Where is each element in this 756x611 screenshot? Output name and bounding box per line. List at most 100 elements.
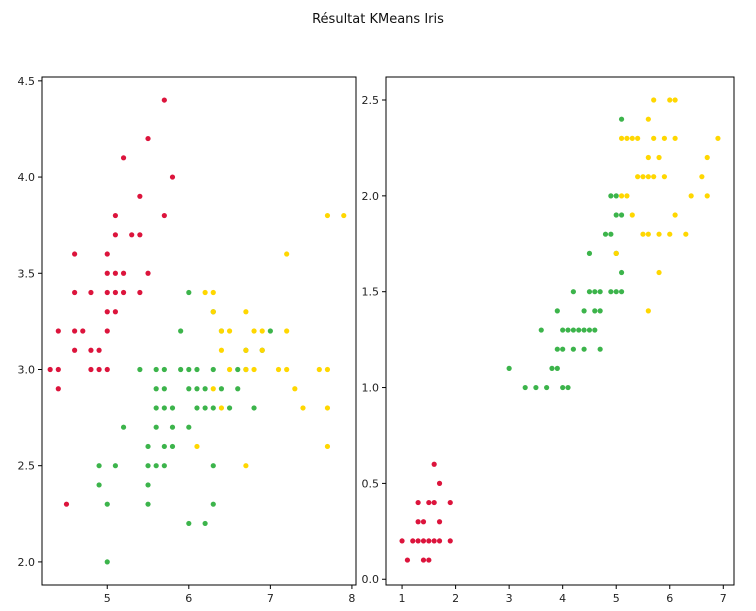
data-point (399, 538, 405, 544)
data-point (704, 154, 710, 161)
data-point (210, 501, 216, 507)
data-point (243, 463, 249, 469)
x-tick-label: 2 (452, 592, 459, 605)
data-point (55, 386, 61, 392)
data-point (202, 520, 208, 527)
data-point (96, 366, 102, 373)
data-point (324, 212, 331, 219)
data-point (554, 308, 560, 314)
data-point (88, 366, 94, 373)
x-tick-label: 3 (506, 592, 513, 605)
data-point (565, 384, 571, 391)
data-point (592, 308, 598, 314)
data-point (72, 328, 78, 334)
data-point (597, 346, 603, 352)
data-point (178, 328, 184, 334)
data-point (96, 482, 102, 488)
data-point (570, 346, 576, 352)
data-point (153, 424, 159, 430)
data-point (137, 366, 143, 373)
y-tick-label: 3.0 (18, 363, 36, 376)
data-point (704, 193, 710, 199)
data-point (88, 289, 94, 296)
data-point (624, 135, 630, 141)
data-point (112, 212, 118, 219)
data-point (72, 347, 78, 353)
data-point (259, 328, 265, 334)
data-point (210, 309, 216, 315)
data-point (145, 270, 151, 276)
data-point (104, 251, 110, 257)
data-point (235, 386, 241, 392)
data-point (96, 347, 102, 353)
data-point (104, 501, 110, 507)
data-point (324, 443, 331, 450)
data-point (656, 269, 662, 276)
data-point (169, 424, 176, 430)
data-point (522, 384, 528, 391)
data-point (145, 482, 151, 488)
data-point (218, 328, 225, 334)
data-point (161, 463, 167, 469)
data-point (153, 366, 159, 373)
data-point (645, 116, 651, 122)
data-point (420, 557, 427, 563)
y-tick-label: 2.0 (18, 556, 36, 569)
data-point (55, 366, 61, 373)
data-point (341, 212, 347, 219)
data-point (426, 538, 432, 544)
data-point (324, 366, 331, 373)
data-point (104, 559, 110, 565)
data-point (629, 135, 635, 141)
data-point (194, 366, 200, 373)
data-point (153, 386, 159, 392)
data-point (560, 327, 566, 333)
data-point (120, 270, 127, 276)
y-tick-label: 4.0 (18, 171, 36, 184)
data-point (104, 270, 110, 276)
x-tick-label: 8 (348, 592, 355, 605)
data-point (104, 289, 110, 296)
data-point (447, 499, 453, 506)
data-point (202, 405, 208, 411)
data-point (415, 499, 421, 506)
series-cluster_0 (47, 97, 176, 507)
data-point (618, 193, 625, 199)
data-point (592, 289, 598, 295)
data-point (104, 366, 110, 373)
data-point (560, 346, 566, 352)
data-point (169, 405, 176, 411)
data-point (581, 308, 587, 314)
data-point (194, 386, 200, 392)
y-tick-label: 1.5 (362, 286, 380, 299)
y-tick-label: 1.0 (362, 382, 380, 395)
data-point (667, 97, 673, 103)
data-point (226, 328, 233, 334)
data-point (210, 386, 216, 392)
data-point (672, 135, 678, 141)
data-point (72, 289, 78, 296)
data-point (284, 251, 290, 257)
data-point (218, 386, 225, 392)
data-point (715, 135, 721, 141)
data-point (506, 365, 512, 371)
data-point (581, 327, 587, 333)
data-point (186, 520, 192, 527)
data-point (218, 405, 225, 411)
data-point (608, 289, 614, 295)
data-point (667, 231, 673, 237)
data-point (618, 289, 625, 295)
data-point (624, 193, 630, 199)
data-point (137, 193, 143, 199)
data-point (586, 250, 593, 256)
data-point (415, 519, 421, 525)
data-point (112, 270, 118, 276)
data-point (618, 269, 625, 276)
scatter-panel-left: 5 6 7 8 2.0 2.5 3.0 3.5 4.0 4.5 (18, 75, 357, 605)
data-point (426, 557, 432, 563)
x-tick-label: 5 (613, 592, 620, 605)
data-point (661, 135, 668, 141)
y-tick-label: 0.0 (362, 573, 380, 586)
data-point (186, 424, 192, 430)
